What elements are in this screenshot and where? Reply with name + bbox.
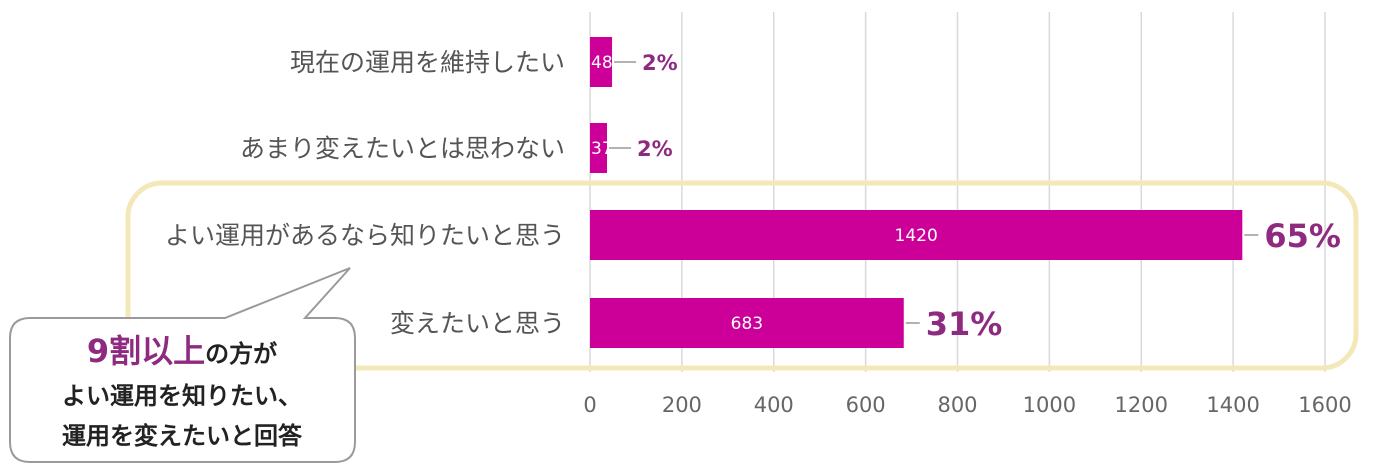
x-tick-label: 1600 bbox=[1298, 393, 1351, 417]
highlight-frame bbox=[125, 180, 1359, 371]
callout-line-1: 9割以上の方が bbox=[87, 332, 277, 370]
bar-value-label: 683 bbox=[731, 314, 763, 334]
x-tick-label: 0 bbox=[583, 393, 596, 417]
percent-label: 2% bbox=[637, 137, 673, 161]
x-tick-labels: 0 200 400 600 800 1000 1200 1400 1600 bbox=[583, 393, 1351, 417]
category-label: 現在の運用を維持したい bbox=[290, 48, 565, 77]
category-label: よい運用があるなら知りたいと思う bbox=[165, 221, 565, 250]
bar bbox=[590, 123, 607, 173]
category-label: 変えたいと思う bbox=[390, 309, 565, 338]
bar bbox=[590, 210, 1243, 260]
callout-accent: 9割以上 bbox=[87, 332, 205, 370]
percent-labels: 2% 2% 65% 31% bbox=[608, 51, 1341, 343]
callout-line-1-rest: の方が bbox=[205, 340, 277, 368]
callout-line-3: 運用を変えたいと回答 bbox=[62, 422, 303, 450]
category-label: あまり変えたいとは思わない bbox=[240, 134, 565, 163]
bars: 48 37 1420 683 bbox=[590, 37, 1243, 348]
bar bbox=[590, 298, 904, 348]
x-tick-label: 1400 bbox=[1206, 393, 1259, 417]
callout: 9割以上の方が よい運用を知りたい、 運用を変えたいと回答 bbox=[9, 267, 356, 463]
x-tick-label: 800 bbox=[937, 393, 977, 417]
bar-value-label: 1420 bbox=[895, 226, 938, 246]
callout-line-2: よい運用を知りたい、 bbox=[62, 382, 302, 410]
x-tick-label: 400 bbox=[754, 393, 794, 417]
percent-label: 65% bbox=[1264, 217, 1341, 255]
x-tick-label: 600 bbox=[846, 393, 886, 417]
category-labels: 現在の運用を維持したいあまり変えたいとは思わないよい運用があるなら知りたいと思う… bbox=[165, 48, 565, 338]
callout-bubble bbox=[9, 267, 356, 463]
x-tick-label: 200 bbox=[662, 393, 702, 417]
grid-lines bbox=[681, 12, 1326, 372]
bar-value-label: 48 bbox=[591, 53, 613, 73]
percent-label: 2% bbox=[642, 51, 678, 75]
bar-value-label: 37 bbox=[591, 139, 613, 159]
bar bbox=[590, 37, 613, 87]
x-tick-label: 1000 bbox=[1023, 393, 1076, 417]
x-tick-label: 1200 bbox=[1115, 393, 1168, 417]
percent-label: 31% bbox=[926, 305, 1003, 343]
